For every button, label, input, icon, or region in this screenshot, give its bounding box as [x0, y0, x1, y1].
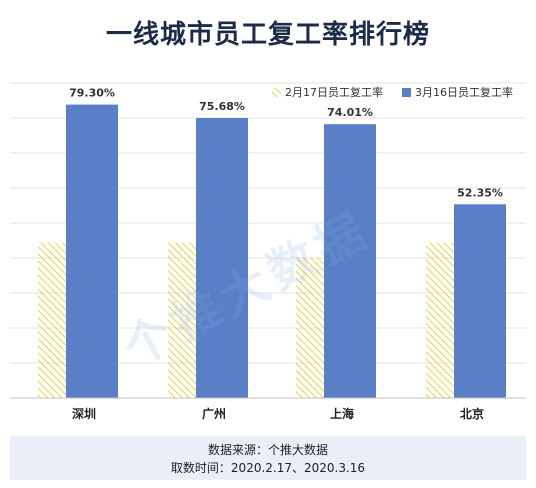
bar-series2: [196, 117, 248, 398]
data-label: 79.30%: [69, 87, 115, 100]
legend-swatch-2: [402, 88, 411, 97]
chart-panel: 2月17日员工复工率 3月16日员工复工率 79.30% 深圳 75.68% 广州 74.0…: [10, 78, 526, 436]
date-range-line: 取数时间：2020.2.17、2020.3.16: [170, 461, 366, 475]
data-label: 74.01%: [327, 106, 373, 119]
x-tick-label: 北京: [460, 406, 484, 421]
data-label: 52.35%: [457, 186, 503, 199]
data-label: 75.68%: [199, 100, 245, 113]
bar-series2: [324, 124, 376, 398]
x-tick-label: 广州: [202, 406, 226, 421]
legend-label-2: 3月16日员工复工率: [415, 85, 513, 99]
bar-chart: 2月17日员工复工率 3月16日员工复工率 79.30% 深圳 75.68% 广州 74.0…: [10, 82, 526, 421]
legend-swatch-1: [272, 88, 281, 97]
chart-title: 一线城市员工复工率排行榜: [105, 20, 430, 50]
bar-series2: [66, 104, 118, 398]
bar-series2: [454, 204, 506, 398]
legend-label-1: 2月17日员工复工率: [285, 85, 383, 99]
source-box: 数据来源：个推大数据 取数时间：2020.2.17、2020.3.16: [10, 436, 526, 480]
x-tick-label: 深圳: [72, 406, 96, 421]
source-line: 数据来源：个推大数据: [207, 443, 328, 457]
x-tick-label: 上海: [330, 406, 354, 421]
